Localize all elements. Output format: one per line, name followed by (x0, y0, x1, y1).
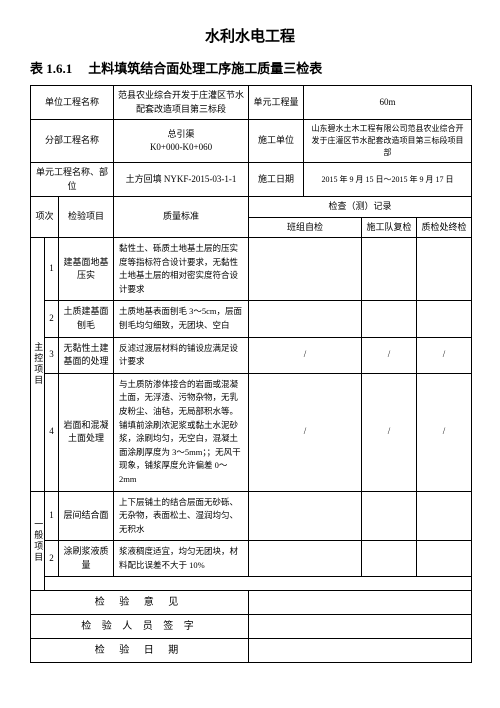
unit-qty-label: 单元工程量 (249, 86, 304, 120)
r3-team: / (249, 337, 362, 373)
r1-qc (417, 238, 472, 301)
r4-qc: / (417, 373, 472, 491)
g2-num: 2 (45, 541, 59, 577)
opinion-value (249, 591, 472, 615)
unit-project-label: 单位工程名称 (31, 86, 114, 120)
div-project-label: 分部工程名称 (31, 120, 114, 163)
fdate-label: 检 验 日 期 (31, 639, 249, 663)
r2-item: 土质建基面刨毛 (59, 301, 114, 337)
g1-crew (362, 491, 417, 541)
r2-crew (362, 301, 417, 337)
footer-opinion: 检 验 意 见 (31, 591, 472, 615)
col-header-row-1: 项次 检验项目 质量标准 检查（测）记录 (31, 197, 472, 218)
r1-std: 黏性土、砾质土地基土层的压实度等指标符合设计要求，无黏性土地基土层的相对密实度符… (114, 238, 249, 301)
r1-crew (362, 238, 417, 301)
footer-date: 检 验 日 期 (31, 639, 472, 663)
g2-team (249, 541, 362, 577)
main-row-2: 2 土质建基面刨毛 土质地基表面刨毛 3～5cm，层面刨毛均匀细致，无团块、空白 (31, 301, 472, 337)
main-row-1: 主控项目 1 建基面地基压实 黏性土、砾质土地基土层的压实度等指标符合设计要求，… (31, 238, 472, 301)
r1-item: 建基面地基压实 (59, 238, 114, 301)
date-value: 2015 年 9 月 15 日～2015 年 9 月 17 日 (304, 163, 472, 197)
g2-std: 浆液稠度适宜，均匀无团块，材料配比误差不大于 10% (114, 541, 249, 577)
header-row-3: 单元工程名称、部位 土方回填 NYKF-2015-03-1-1 施工日期 201… (31, 163, 472, 197)
element-value: 土方回填 NYKF-2015-03-1-1 (114, 163, 249, 197)
col-item: 检验项目 (59, 197, 114, 238)
r2-std: 土质地基表面刨毛 3～5cm，层面刨毛均匀细致，无团块、空白 (114, 301, 249, 337)
inspection-table: 单位工程名称 范县农业综合开发于庄灌区节水配套改造项目第三标段 单元工程量 60… (30, 85, 472, 663)
empty-row (45, 577, 472, 591)
g1-qc (417, 491, 472, 541)
g2-crew (362, 541, 417, 577)
g2-qc (417, 541, 472, 577)
r3-std: 反滤过渡层材料的铺设应满足设计要求 (114, 337, 249, 373)
g1-team (249, 491, 362, 541)
r4-team: / (249, 373, 362, 491)
r3-crew: / (362, 337, 417, 373)
date-label: 施工日期 (249, 163, 304, 197)
col-qc: 质检处终检 (417, 217, 472, 238)
r1-team (249, 238, 362, 301)
r2-num: 2 (45, 301, 59, 337)
section-main-control: 主控项目 (31, 238, 45, 492)
constructor-value: 山东碧水土木工程有限公司范县农业综合开发于庄灌区节水配套改造项目第三标段项目部 (304, 120, 472, 163)
r2-team (249, 301, 362, 337)
g1-std: 上下层铺土的结合层面无砂砾、无杂物，表面松土、湿润均匀、无积水 (114, 491, 249, 541)
div-project-value: 总引渠 K0+000-K0+060 (114, 120, 249, 163)
r4-std: 与土质防渗体接合的岩面或混凝土面，无浮渣、污物杂物，无乳皮粉尘、油毡，无局部积水… (114, 373, 249, 491)
g1-num: 1 (45, 491, 59, 541)
constructor-label: 施工单位 (249, 120, 304, 163)
col-team: 班组自检 (249, 217, 362, 238)
table-title: 表 1.6.1土料填筑结合面处理工序施工质量三检表 (30, 58, 470, 77)
r1-num: 1 (45, 238, 59, 301)
r4-num: 4 (45, 373, 59, 491)
main-row-3: 3 无黏性土建基面的处理 反滤过渡层材料的铺设应满足设计要求 / / / (31, 337, 472, 373)
sign-value (249, 615, 472, 639)
g2-item: 涂刷浆液质量 (59, 541, 114, 577)
col-seq: 项次 (31, 197, 59, 238)
unit-project-value: 范县农业综合开发于庄灌区节水配套改造项目第三标段 (114, 86, 249, 120)
r3-num: 3 (45, 337, 59, 373)
r3-item: 无黏性土建基面的处理 (59, 337, 114, 373)
g1-item: 层间结合面 (59, 491, 114, 541)
general-row-2: 2 涂刷浆液质量 浆液稠度适宜，均匀无团块，材料配比误差不大于 10% (31, 541, 472, 577)
main-title: 水利水电工程 (30, 25, 470, 46)
main-row-4: 4 岩面和混凝土面处理 与土质防渗体接合的岩面或混凝土面，无浮渣、污物杂物，无乳… (31, 373, 472, 491)
sign-label: 检 验 人 员 签 字 (31, 615, 249, 639)
header-row-2: 分部工程名称 总引渠 K0+000-K0+060 施工单位 山东碧水土木工程有限… (31, 120, 472, 163)
opinion-label: 检 验 意 见 (31, 591, 249, 615)
col-record: 检查（测）记录 (249, 197, 472, 218)
r4-item: 岩面和混凝土面处理 (59, 373, 114, 491)
table-num: 表 1.6.1 (30, 61, 72, 76)
r2-qc (417, 301, 472, 337)
r4-crew: / (362, 373, 417, 491)
col-standard: 质量标准 (114, 197, 249, 238)
general-row-1: 一般项目 1 层间结合面 上下层铺土的结合层面无砂砾、无杂物，表面松土、湿润均匀… (31, 491, 472, 541)
element-label: 单元工程名称、部位 (31, 163, 114, 197)
fdate-value (249, 639, 472, 663)
footer-sign: 检 验 人 员 签 字 (31, 615, 472, 639)
general-row-3 (31, 577, 472, 591)
col-crew: 施工队复检 (362, 217, 417, 238)
header-row-1: 单位工程名称 范县农业综合开发于庄灌区节水配套改造项目第三标段 单元工程量 60… (31, 86, 472, 120)
unit-qty-value: 60m (304, 86, 472, 120)
r3-qc: / (417, 337, 472, 373)
section-general: 一般项目 (31, 491, 45, 591)
